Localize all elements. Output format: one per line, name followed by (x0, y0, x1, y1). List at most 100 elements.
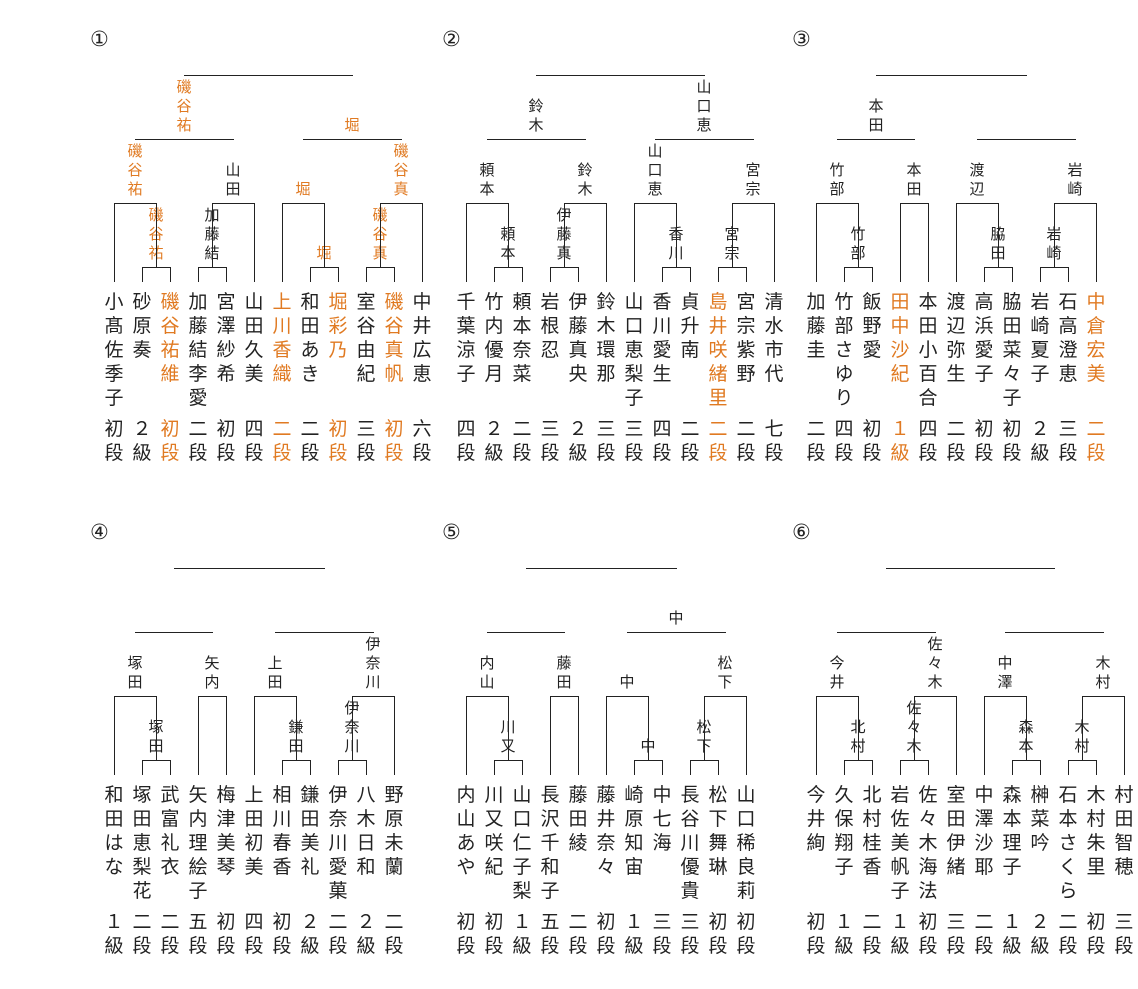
bracket-line (634, 203, 677, 204)
bracket-line (198, 696, 227, 697)
bracket-line (1026, 696, 1027, 760)
player-grade: 二 段 (300, 418, 320, 464)
player-grade: 四 段 (652, 418, 672, 464)
player-name: 室 田 伊 緒 (946, 784, 966, 878)
bracket-line (606, 696, 607, 775)
player-grade: 二 段 (384, 911, 404, 957)
player-grade: １ 級 (624, 911, 644, 957)
bracket-line (690, 267, 691, 282)
bracket-line (606, 203, 607, 282)
bracket-line (142, 267, 171, 268)
player-name: 頼 本 奈 菜 (512, 291, 532, 385)
final-line (886, 568, 1055, 569)
bracket-line (522, 760, 523, 775)
bracket-line (732, 203, 775, 204)
r1-winner: 北 村 (850, 718, 866, 756)
sf-winner: 中 (668, 609, 684, 627)
player-name: 山 口 稀 良 莉 (736, 784, 756, 902)
bracket-line (494, 760, 495, 775)
player-name: 矢 内 理 絵 子 (188, 784, 208, 902)
player-grade: １ 級 (512, 911, 532, 957)
bracket-line (662, 267, 663, 282)
player-grade: 二 段 (946, 418, 966, 464)
bracket-line (774, 203, 775, 282)
bracket-line (900, 760, 901, 775)
player-grade: 四 段 (834, 418, 854, 464)
bracket-line (466, 203, 467, 282)
r1-winner: 中 (640, 737, 656, 756)
player-grade: 初 段 (456, 911, 476, 957)
player-grade: 二 段 (132, 911, 152, 957)
player-name: 崎 原 知 宙 (624, 784, 644, 878)
bracket-line (380, 203, 423, 204)
player-name: 貞 升 南 (680, 291, 700, 361)
r1-winner: 佐 々 木 (906, 699, 922, 756)
bracket-line (226, 696, 227, 775)
player-name: 上 田 初 美 (244, 784, 264, 878)
player-grade: 初 段 (596, 911, 616, 957)
player-name: 堀 彩 乃 (328, 291, 348, 361)
bracket-line (254, 203, 255, 282)
r1-winner: 岩 崎 (1046, 225, 1062, 263)
bracket-line (1124, 696, 1125, 775)
r1-winner: 伊 藤 真 (556, 206, 572, 263)
player-name: 榊 菜 吟 (1030, 784, 1050, 854)
bracket-line (1082, 696, 1125, 697)
qf-winner: 山 口 恵 (647, 142, 663, 198)
player-grade: ２ 級 (1030, 911, 1050, 957)
bracket-line (718, 267, 747, 268)
player-grade: 初 段 (384, 418, 404, 464)
bracket-line (900, 760, 929, 761)
bracket-line (114, 203, 157, 204)
bracket-line (634, 203, 635, 282)
player-grade: １ 級 (834, 911, 854, 957)
player-grade: 初 段 (708, 911, 728, 957)
player-grade: １ 級 (890, 911, 910, 957)
bracket-line (1054, 203, 1097, 204)
qf-winner: 佐 々 木 (927, 635, 943, 691)
player-grade: 初 段 (736, 911, 756, 957)
bracket-line (466, 203, 509, 204)
r1-winner: 松 下 (696, 718, 712, 756)
player-grade: 二 段 (1086, 418, 1106, 464)
bracket-line (578, 696, 579, 775)
player-grade: 二 段 (160, 911, 180, 957)
bracket-line (1012, 760, 1041, 761)
player-grade: １ 級 (104, 911, 124, 957)
bracket-line (816, 696, 817, 775)
qf-winner: 中 (619, 673, 635, 691)
r1-winner: 竹 部 (850, 225, 866, 263)
final-line (876, 75, 1027, 76)
player-name: 藤 田 綾 (568, 784, 588, 854)
bracket-line (142, 760, 143, 775)
bracket-line (550, 696, 551, 775)
r1-winner: 木 村 (1074, 718, 1090, 756)
player-name: 森 本 理 子 (1002, 784, 1022, 878)
player-name: 岩 根 忍 (540, 291, 560, 361)
bracket-line (466, 696, 467, 775)
bracket-line (254, 696, 255, 775)
qf-winner: 磯 谷 真 (393, 142, 409, 198)
bracket-line (704, 696, 705, 760)
player-grade: 二 段 (862, 911, 882, 957)
bracket-line (338, 760, 367, 761)
r1-winner: 磯 谷 真 (372, 206, 388, 263)
qf-winner: 木 村 (1095, 654, 1111, 691)
bracket-line (634, 760, 635, 775)
player-name: 飯 野 愛 (862, 291, 882, 361)
player-grade: 初 段 (862, 418, 882, 464)
bracket-line (135, 139, 234, 140)
bracket-line (522, 267, 523, 282)
player-grade: 七 段 (764, 418, 784, 464)
bracket-line (156, 203, 157, 267)
bracket-line (366, 760, 367, 775)
player-name: 小 髙 佐 季 子 (104, 291, 124, 409)
player-grade: 二 段 (328, 911, 348, 957)
bracket-line (254, 696, 297, 697)
player-name: 塚 田 恵 梨 花 (132, 784, 152, 902)
bracket-line (606, 696, 649, 697)
player-grade: 三 段 (1058, 418, 1078, 464)
bracket-line (114, 696, 157, 697)
bracket-line (310, 267, 311, 282)
final-line (526, 568, 677, 569)
